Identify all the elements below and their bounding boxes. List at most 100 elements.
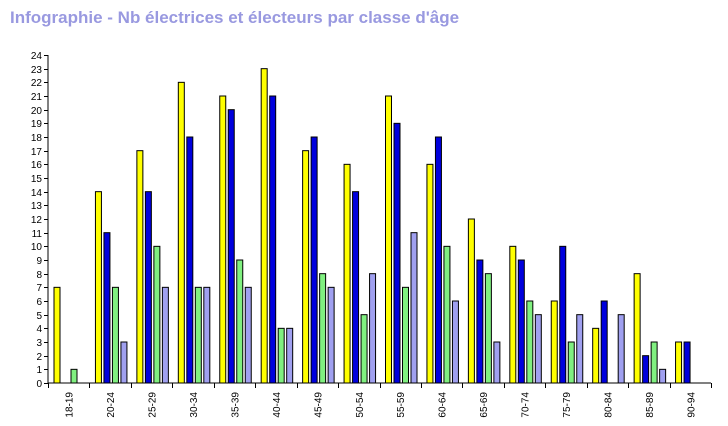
y-tick-label: 14 [31, 188, 43, 199]
bar [236, 259, 244, 384]
y-tick-label: 3 [36, 338, 42, 349]
bar [177, 81, 185, 384]
bar [385, 95, 392, 384]
y-tick-label: 0 [36, 379, 42, 390]
bar [53, 286, 61, 384]
bar [402, 286, 409, 384]
bar [277, 327, 285, 384]
bar [642, 355, 650, 384]
bar [302, 150, 310, 384]
x-tick-label: 55-59 [396, 392, 407, 418]
bar [592, 327, 600, 384]
bar [269, 95, 277, 384]
bar [319, 273, 327, 384]
x-tick-label: 45-49 [313, 392, 324, 418]
bar [369, 273, 377, 384]
bar [111, 286, 119, 384]
x-tick-label: 60-64 [438, 392, 449, 418]
bar [467, 218, 475, 384]
y-tick-label: 4 [36, 324, 42, 335]
bar [576, 314, 584, 384]
y-tick-label: 1 [36, 365, 42, 376]
bar [286, 327, 294, 384]
x-tick-label: 70-74 [521, 392, 532, 418]
bar [153, 245, 161, 384]
y-tick-label: 7 [36, 283, 42, 294]
x-tick-label: 90-94 [686, 392, 697, 418]
bar [260, 68, 268, 384]
x-tick-label: 65-69 [479, 392, 490, 418]
bar [559, 245, 567, 384]
y-tick-label: 2 [36, 352, 42, 363]
bar [244, 286, 252, 384]
x-tick-label: 50-54 [355, 392, 366, 418]
x-tick-label: 25-29 [148, 392, 159, 418]
y-tick-label: 17 [31, 147, 43, 158]
bar [194, 286, 202, 384]
bar [94, 191, 102, 384]
y-tick-label: 10 [31, 242, 43, 253]
bar [360, 314, 368, 384]
bar [161, 286, 169, 384]
bar [517, 259, 525, 384]
bar [484, 273, 492, 384]
y-tick-label: 23 [31, 65, 43, 76]
bar [451, 300, 459, 384]
bar [343, 163, 351, 384]
y-tick-label: 18 [31, 133, 43, 144]
y-tick-label: 24 [31, 51, 43, 62]
chart-title: Infographie - Nb électrices et électeurs… [10, 8, 460, 27]
bar [103, 232, 111, 384]
bar [227, 109, 235, 384]
bar [136, 150, 144, 384]
bar [675, 341, 683, 384]
y-tick-label: 13 [31, 201, 43, 212]
x-axis: 18-19 20-24 25-29 30-34 35-39 40-44 45-49 50-54… [48, 382, 712, 418]
bar [476, 259, 484, 384]
bar [410, 232, 418, 384]
y-tick-label: 22 [31, 78, 43, 89]
y-tick-label: 15 [31, 174, 43, 185]
x-tick-label: 20-24 [106, 392, 117, 418]
bar [617, 314, 625, 384]
bar [203, 286, 211, 384]
bar [144, 191, 152, 384]
x-tick-label: 30-34 [189, 392, 200, 418]
x-tick-label: 80-84 [603, 392, 614, 418]
bar [434, 136, 442, 384]
bar [633, 273, 641, 384]
x-tick-label: 18-19 [65, 392, 76, 418]
bar [683, 341, 691, 384]
bar [600, 300, 608, 384]
y-tick-label: 12 [31, 215, 43, 226]
bar [120, 341, 128, 384]
bar [310, 136, 318, 384]
bar [550, 300, 558, 384]
x-tick-label: 85-89 [645, 392, 656, 418]
bar [352, 191, 360, 384]
y-tick-label: 21 [31, 92, 43, 103]
y-tick-label: 20 [31, 106, 43, 117]
bar [534, 314, 542, 384]
x-tick-label: 75-79 [562, 392, 573, 418]
bar [443, 245, 451, 384]
bar [70, 368, 78, 384]
y-tick-label: 19 [31, 119, 43, 130]
y-tick-label: 9 [36, 256, 42, 267]
bar [650, 341, 658, 384]
bar [219, 95, 227, 384]
bar [567, 341, 575, 384]
x-tick-label: 40-44 [272, 392, 283, 418]
bar [509, 245, 517, 384]
bar [327, 286, 335, 384]
y-tick-label: 5 [36, 311, 42, 322]
y-tick-label: 6 [36, 297, 42, 308]
bar [526, 300, 534, 384]
y-tick-label: 16 [31, 160, 43, 171]
bar [393, 122, 401, 384]
bars [53, 68, 691, 384]
y-tick-label: 11 [32, 229, 43, 240]
x-tick-label: 35-39 [230, 392, 241, 418]
